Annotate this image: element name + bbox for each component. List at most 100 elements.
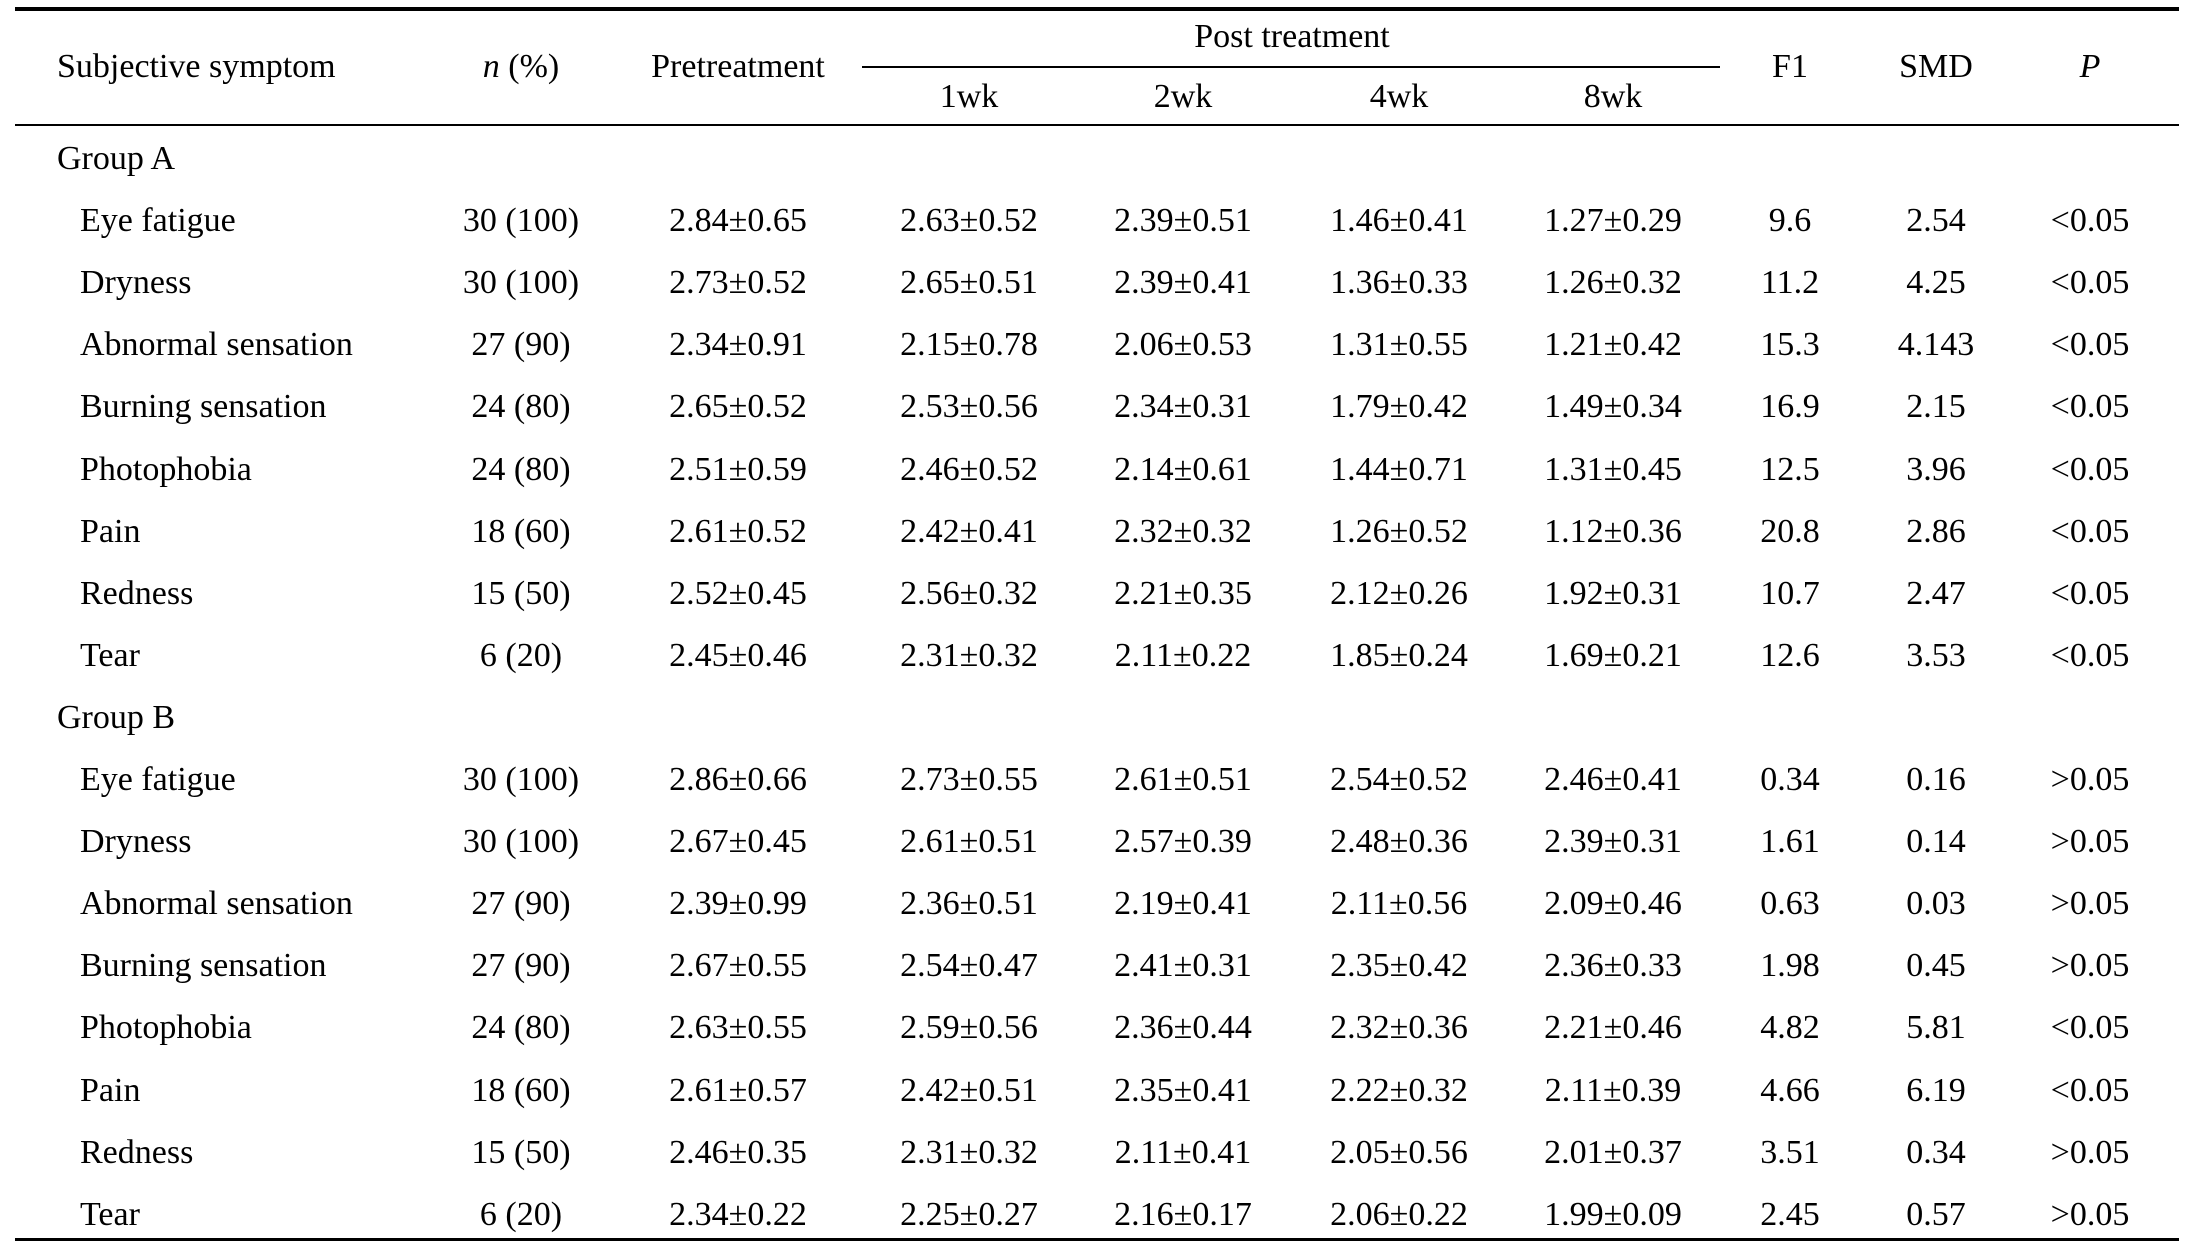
cell-smd: 2.86	[1906, 513, 1966, 550]
cell-smd: 2.47	[1906, 575, 1966, 612]
cell-week-2: 2.61±0.51	[1114, 761, 1252, 798]
row-symptom: Redness	[80, 575, 194, 612]
cell-week-4: 2.12±0.26	[1330, 575, 1468, 612]
cell-p: <0.05	[2050, 388, 2130, 425]
header-week-4: 4wk	[1369, 78, 1429, 115]
post-treatment-rule	[862, 66, 1720, 68]
cell-week-4: 2.11±0.56	[1330, 885, 1468, 922]
cell-week-8: 2.39±0.31	[1544, 823, 1682, 860]
cell-f1: 15.3	[1760, 326, 1820, 363]
cell-f1: 1.61	[1760, 823, 1820, 860]
cell-week-1: 2.42±0.41	[900, 513, 1038, 550]
row-symptom: Dryness	[80, 264, 192, 301]
cell-pretreatment: 2.86±0.66	[669, 761, 807, 798]
cell-f1: 1.98	[1760, 947, 1820, 984]
cell-smd: 6.19	[1906, 1072, 1966, 1109]
cell-pretreatment: 2.73±0.52	[669, 264, 807, 301]
cell-week-4: 2.54±0.52	[1330, 761, 1468, 798]
cell-pretreatment: 2.61±0.57	[669, 1072, 807, 1109]
cell-week-1: 2.54±0.47	[900, 947, 1038, 984]
cell-n: 27 (90)	[471, 947, 571, 984]
cell-pretreatment: 2.84±0.65	[669, 202, 807, 239]
cell-week-1: 2.31±0.32	[900, 1134, 1038, 1171]
header-week-2: 2wk	[1153, 78, 1213, 115]
header-smd: SMD	[1899, 48, 1973, 85]
cell-week-4: 1.36±0.33	[1330, 264, 1468, 301]
cell-n: 6 (20)	[479, 1196, 563, 1233]
cell-week-4: 1.79±0.42	[1330, 388, 1468, 425]
cell-f1: 10.7	[1760, 575, 1820, 612]
cell-n: 15 (50)	[471, 1134, 571, 1171]
cell-week-4: 1.44±0.71	[1330, 451, 1468, 488]
cell-n: 24 (80)	[471, 388, 571, 425]
cell-week-2: 2.21±0.35	[1114, 575, 1252, 612]
table-top-rule	[15, 7, 2179, 11]
cell-week-2: 2.41±0.31	[1114, 947, 1252, 984]
cell-p: <0.05	[2050, 202, 2130, 239]
cell-week-2: 2.34±0.31	[1114, 388, 1252, 425]
cell-f1: 4.66	[1760, 1072, 1820, 1109]
cell-week-1: 2.46±0.52	[900, 451, 1038, 488]
cell-p: <0.05	[2050, 1009, 2130, 1046]
cell-p: <0.05	[2050, 637, 2130, 674]
cell-n: 27 (90)	[471, 885, 571, 922]
cell-n: 24 (80)	[471, 1009, 571, 1046]
cell-week-4: 1.31±0.55	[1330, 326, 1468, 363]
cell-week-1: 2.25±0.27	[900, 1196, 1038, 1233]
cell-smd: 0.45	[1906, 947, 1966, 984]
cell-p: <0.05	[2050, 1072, 2130, 1109]
row-symptom: Abnormal sensation	[80, 326, 353, 363]
cell-week-1: 2.63±0.52	[900, 202, 1038, 239]
cell-n: 30 (100)	[462, 202, 580, 239]
cell-smd: 0.57	[1906, 1196, 1966, 1233]
cell-week-4: 2.32±0.36	[1330, 1009, 1468, 1046]
cell-pretreatment: 2.67±0.45	[669, 823, 807, 860]
cell-f1: 12.6	[1760, 637, 1820, 674]
cell-p: <0.05	[2050, 575, 2130, 612]
cell-week-2: 2.32±0.32	[1114, 513, 1252, 550]
cell-p: >0.05	[2050, 1134, 2130, 1171]
cell-n: 24 (80)	[471, 451, 571, 488]
cell-pretreatment: 2.46±0.35	[669, 1134, 807, 1171]
cell-week-2: 2.11±0.41	[1114, 1134, 1252, 1171]
cell-week-2: 2.57±0.39	[1114, 823, 1252, 860]
row-symptom: Redness	[80, 1134, 194, 1171]
cell-week-1: 2.15±0.78	[900, 326, 1038, 363]
cell-n: 18 (60)	[471, 1072, 571, 1109]
cell-f1: 4.82	[1760, 1009, 1820, 1046]
header-week-1: 1wk	[939, 78, 999, 115]
row-symptom: Dryness	[80, 823, 192, 860]
cell-p: >0.05	[2050, 1196, 2130, 1233]
cell-week-2: 2.39±0.51	[1114, 202, 1252, 239]
cell-week-2: 2.35±0.41	[1114, 1072, 1252, 1109]
cell-smd: 4.143	[1897, 326, 1975, 363]
row-symptom: Eye fatigue	[80, 761, 236, 798]
cell-week-2: 2.19±0.41	[1114, 885, 1252, 922]
cell-pretreatment: 2.51±0.59	[669, 451, 807, 488]
cell-p: >0.05	[2050, 823, 2130, 860]
cell-n: 30 (100)	[462, 264, 580, 301]
cell-smd: 4.25	[1906, 264, 1966, 301]
header-pretreatment: Pretreatment	[651, 48, 825, 85]
header-post-treatment: Post treatment	[1194, 18, 1390, 55]
cell-p: <0.05	[2050, 513, 2130, 550]
cell-week-1: 2.61±0.51	[900, 823, 1038, 860]
cell-n: 15 (50)	[471, 575, 571, 612]
cell-week-4: 1.46±0.41	[1330, 202, 1468, 239]
header-n-italic: n	[482, 48, 500, 85]
cell-week-2: 2.36±0.44	[1114, 1009, 1252, 1046]
cell-week-1: 2.53±0.56	[900, 388, 1038, 425]
cell-f1: 12.5	[1760, 451, 1820, 488]
cell-n: 30 (100)	[462, 761, 580, 798]
cell-week-8: 1.49±0.34	[1544, 388, 1682, 425]
cell-smd: 3.53	[1906, 637, 1966, 674]
row-symptom: Photophobia	[80, 451, 252, 488]
cell-p: >0.05	[2050, 947, 2130, 984]
cell-week-1: 2.56±0.32	[900, 575, 1038, 612]
cell-week-4: 2.06±0.22	[1330, 1196, 1468, 1233]
row-symptom: Tear	[80, 637, 140, 674]
row-symptom: Burning sensation	[80, 947, 327, 984]
cell-week-8: 1.12±0.36	[1544, 513, 1682, 550]
cell-week-8: 2.01±0.37	[1544, 1134, 1682, 1171]
